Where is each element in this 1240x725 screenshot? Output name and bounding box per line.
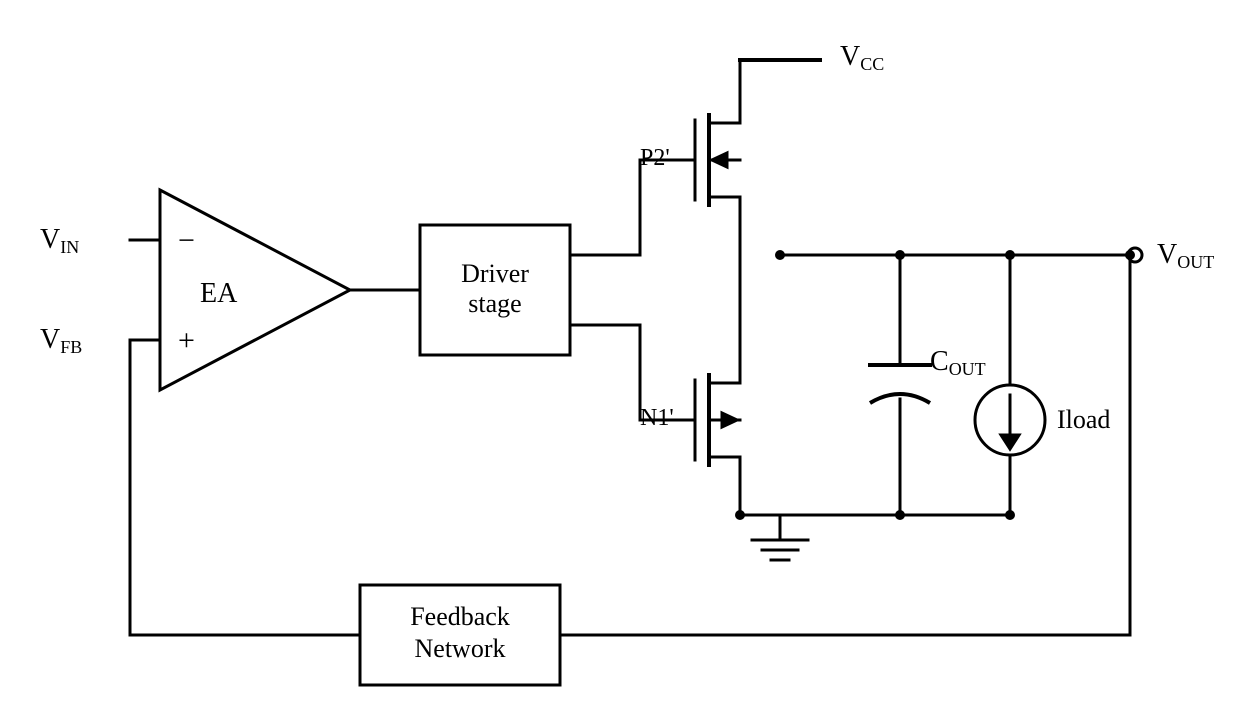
p2-label: P2' (640, 145, 670, 171)
plus-label: + (178, 324, 195, 357)
error-amplifier (160, 190, 350, 390)
circuit-diagram: EA− + VIN VFB Driverstage P2' N1' VCC VOUT COUT Il… (0, 0, 1240, 725)
vout-label: VOUT (1157, 239, 1214, 272)
driver-label-2: stage (468, 289, 521, 318)
feedback-label-1: Feedback (410, 602, 510, 631)
driver-label-1: Driver (461, 259, 529, 288)
iload-label: Iload (1057, 405, 1110, 434)
cout-label: COUT (930, 346, 986, 379)
vfb-label: VFB (40, 324, 82, 357)
vin-label: VIN (40, 224, 79, 257)
minus-label: − (178, 224, 195, 257)
feedback-label-2: Network (415, 634, 506, 663)
ea-label: EA (200, 278, 238, 309)
n1-label: N1' (640, 405, 674, 431)
vcc-label: VCC (840, 41, 884, 74)
